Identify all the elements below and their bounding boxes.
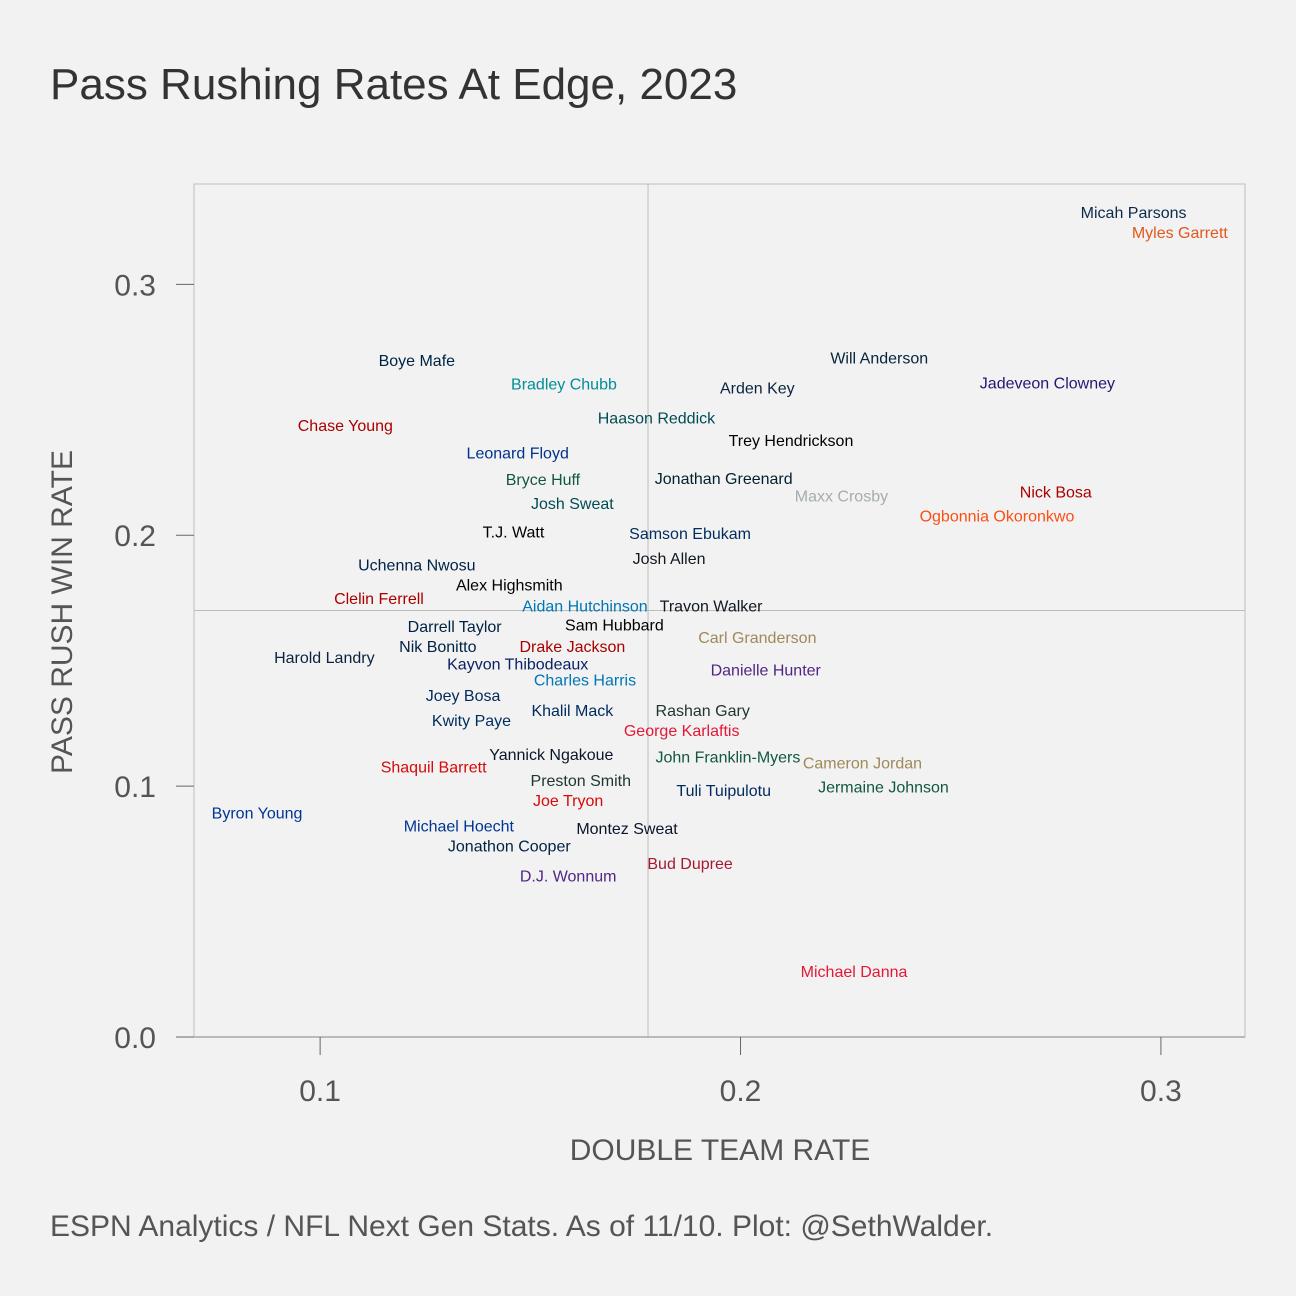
point-label: Josh Sweat: [531, 496, 614, 513]
point-label: Yannick Ngakoue: [489, 747, 613, 764]
caption: ESPN Analytics / NFL Next Gen Stats. As …: [50, 1210, 994, 1243]
point-label: Maxx Crosby: [795, 488, 888, 505]
point-label: T.J. Watt: [483, 525, 545, 542]
chart-title: Pass Rushing Rates At Edge, 2023: [50, 60, 738, 109]
point-label: Cameron Jordan: [803, 756, 922, 773]
point-label: Samson Ebukam: [629, 526, 751, 543]
point-label: Danielle Hunter: [711, 663, 822, 680]
point-label: Kayvon Thibodeaux: [447, 656, 588, 673]
y-axis-title: PASS RUSH WIN RATE: [46, 450, 79, 774]
point-label: John Franklin-Myers: [655, 749, 800, 766]
point-label: Trey Hendrickson: [729, 433, 854, 450]
point-label: Chase Young: [298, 418, 393, 435]
point-label: George Karlaftis: [624, 723, 740, 740]
point-label: Clelin Ferrell: [334, 591, 424, 608]
point-label: Joey Bosa: [426, 688, 501, 705]
point-label: Leonard Floyd: [467, 446, 569, 463]
point-label: Montez Sweat: [576, 821, 678, 838]
x-tick-label: 0.2: [720, 1075, 762, 1108]
point-label: Byron Young: [212, 806, 303, 823]
point-label: Nick Bosa: [1020, 485, 1092, 502]
point-label: Joe Tryon: [533, 793, 603, 810]
point-label: Bradley Chubb: [511, 377, 617, 394]
point-label: Shaquil Barrett: [381, 759, 487, 776]
point-label: Harold Landry: [274, 650, 375, 667]
point-label: Alex Highsmith: [456, 577, 563, 594]
point-label: Haason Reddick: [598, 411, 716, 428]
point-label: Micah Parsons: [1081, 205, 1187, 222]
point-label: Travon Walker: [660, 599, 764, 616]
x-ticks: 0.1 0.2 0.3: [299, 1037, 1182, 1108]
point-label: Tuli Tuipulotu: [676, 783, 771, 800]
point-label: Jermaine Johnson: [818, 779, 949, 796]
point-label: Bryce Huff: [506, 472, 581, 489]
point-label: Preston Smith: [531, 773, 631, 790]
point-label: Drake Jackson: [519, 639, 625, 656]
point-labels: Micah Parsons Myles Garrett Will Anderson J…: [212, 205, 1229, 981]
point-label: D.J. Wonnum: [520, 868, 617, 885]
point-label: Jonathon Cooper: [448, 838, 571, 855]
point-label: Khalil Mack: [531, 703, 614, 720]
point-label: Kwity Paye: [432, 713, 511, 730]
y-tick-label: 0.2: [114, 520, 156, 553]
point-label: Charles Harris: [534, 673, 636, 690]
point-label: Arden Key: [720, 380, 795, 397]
x-tick-label: 0.1: [299, 1075, 341, 1108]
point-label: Nik Bonitto: [399, 639, 476, 656]
point-label: Will Anderson: [830, 350, 928, 367]
point-label: Boye Mafe: [379, 353, 456, 370]
point-label: Michael Hoecht: [404, 818, 515, 835]
point-label: Josh Allen: [633, 551, 706, 568]
point-label: Bud Dupree: [647, 856, 732, 873]
point-label: Darrell Taylor: [408, 619, 503, 636]
point-label: Rashan Gary: [656, 703, 750, 720]
point-label: Sam Hubbard: [565, 618, 664, 635]
y-tick-label: 0.3: [114, 269, 156, 302]
x-axis-title: DOUBLE TEAM RATE: [570, 1134, 871, 1167]
y-ticks: 0.0 0.1 0.2 0.3: [114, 269, 194, 1055]
y-tick-label: 0.0: [114, 1022, 156, 1055]
x-tick-label: 0.3: [1140, 1075, 1182, 1108]
point-label: Jonathan Greenard: [655, 471, 793, 488]
point-label: Ogbonnia Okoronkwo: [920, 508, 1075, 525]
point-label: Uchenna Nwosu: [358, 557, 475, 574]
point-label: Carl Granderson: [698, 630, 816, 647]
point-label: Aidan Hutchinson: [522, 599, 647, 616]
y-tick-label: 0.1: [114, 771, 156, 804]
point-label: Jadeveon Clowney: [980, 375, 1115, 392]
point-label: Myles Garrett: [1132, 225, 1229, 242]
point-label: Michael Danna: [801, 964, 908, 981]
